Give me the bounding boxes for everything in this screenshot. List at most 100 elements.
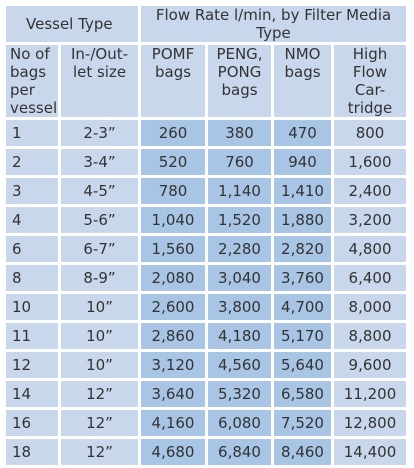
column-header-inlet-size: In-/Out- let size [58,45,139,120]
inlet-size-cell: 4-5” [58,178,139,207]
header-line: PONG [217,63,262,81]
high-flow-cell: 2,400 [331,178,407,207]
header-line: per [10,81,35,99]
bags-per-vessel-cell: 12 [6,352,58,381]
high-flow-cell: 1,600 [331,149,407,178]
bags-per-vessel-cell: 8 [6,265,58,294]
header-line: NMO [284,45,321,63]
table-row: 12 10” 3,120 4,560 5,640 9,600 [6,352,407,381]
peng-pong-cell: 2,280 [205,236,272,265]
pomf-cell: 3,640 [138,381,206,410]
high-flow-cell: 800 [331,120,407,149]
bags-per-vessel-cell: 10 [6,294,58,323]
header-line: No of [10,45,50,63]
header-line: In-/Out- [71,45,129,63]
table-row: 10 10” 2,600 3,800 4,700 8,000 [6,294,407,323]
inlet-size-cell: 10” [58,323,139,352]
peng-pong-cell: 5,320 [205,381,272,410]
high-flow-cell: 11,200 [331,381,407,410]
header-line: vessel [10,99,58,117]
column-header-pomf: POMF bags [138,45,206,120]
bags-per-vessel-cell: 1 [6,120,58,149]
header-line: bags [154,63,192,81]
pomf-cell: 1,560 [138,236,206,265]
table-row: 3 4-5” 780 1,140 1,410 2,400 [6,178,407,207]
table-row: 6 6-7” 1,560 2,280 2,820 4,800 [6,236,407,265]
nmo-cell: 7,520 [271,410,332,439]
inlet-size-cell: 3-4” [58,149,139,178]
column-header-bags-per-vessel: No of bags per vessel [6,45,58,120]
table-row: 2 3-4” 520 760 940 1,600 [6,149,407,178]
header-line: let size [72,63,127,81]
nmo-cell: 470 [271,120,332,149]
column-header-nmo: NMO bags [271,45,332,120]
bags-per-vessel-cell: 18 [6,439,58,468]
table-row: 18 12” 4,680 6,840 8,460 14,400 [6,439,407,468]
peng-pong-cell: 3,040 [205,265,272,294]
peng-pong-cell: 760 [205,149,272,178]
pomf-cell: 3,120 [138,352,206,381]
table-row: 16 12” 4,160 6,080 7,520 12,800 [6,410,407,439]
header-line: High [352,45,388,63]
inlet-size-cell: 10” [58,294,139,323]
pomf-cell: 780 [138,178,206,207]
high-flow-cell: 6,400 [331,265,407,294]
nmo-cell: 1,880 [271,207,332,236]
nmo-cell: 3,760 [271,265,332,294]
header-line: Car- [354,81,386,99]
peng-pong-cell: 6,840 [205,439,272,468]
header-line: Flow [352,63,388,81]
peng-pong-cell: 6,080 [205,410,272,439]
pomf-cell: 4,160 [138,410,206,439]
super-header-row: Vessel Type Flow Rate l/min, by Filter M… [6,6,407,45]
bags-per-vessel-cell: 4 [6,207,58,236]
nmo-cell: 6,580 [271,381,332,410]
bags-per-vessel-cell: 6 [6,236,58,265]
pomf-cell: 520 [138,149,206,178]
flow-rate-table: Vessel Type Flow Rate l/min, by Filter M… [6,6,407,468]
bags-per-vessel-cell: 11 [6,323,58,352]
nmo-cell: 940 [271,149,332,178]
high-flow-cell: 8,800 [331,323,407,352]
header-line: bags [284,63,321,81]
pomf-cell: 2,860 [138,323,206,352]
column-header-row: No of bags per vessel In-/Out- let size … [6,45,407,120]
header-line: bags [221,81,258,99]
header-line: PENG, [216,45,263,63]
nmo-cell: 8,460 [271,439,332,468]
table-row: 1 2-3” 260 380 470 800 [6,120,407,149]
inlet-size-cell: 8-9” [58,265,139,294]
header-line: bags [10,63,47,81]
column-header-peng-pong: PENG, PONG bags [205,45,272,120]
bags-per-vessel-cell: 3 [6,178,58,207]
pomf-cell: 4,680 [138,439,206,468]
pomf-cell: 1,040 [138,207,206,236]
header-line: POMF [151,45,195,63]
pomf-cell: 2,080 [138,265,206,294]
nmo-cell: 4,700 [271,294,332,323]
inlet-size-cell: 10” [58,352,139,381]
inlet-size-cell: 6-7” [58,236,139,265]
high-flow-cell: 9,600 [331,352,407,381]
inlet-size-cell: 2-3” [58,120,139,149]
high-flow-cell: 4,800 [331,236,407,265]
high-flow-cell: 3,200 [331,207,407,236]
nmo-cell: 1,410 [271,178,332,207]
inlet-size-cell: 5-6” [58,207,139,236]
vessel-type-header: Vessel Type [6,6,139,45]
nmo-cell: 5,170 [271,323,332,352]
inlet-size-cell: 12” [58,439,139,468]
high-flow-cell: 14,400 [331,439,407,468]
pomf-cell: 2,600 [138,294,206,323]
nmo-cell: 2,820 [271,236,332,265]
peng-pong-cell: 4,560 [205,352,272,381]
peng-pong-cell: 380 [205,120,272,149]
table-body: 1 2-3” 260 380 470 800 2 3-4” 520 760 940 1,600 3 4-5… [6,120,407,468]
peng-pong-cell: 4,180 [205,323,272,352]
peng-pong-cell: 1,140 [205,178,272,207]
inlet-size-cell: 12” [58,410,139,439]
table-row: 14 12” 3,640 5,320 6,580 11,200 [6,381,407,410]
bags-per-vessel-cell: 2 [6,149,58,178]
bags-per-vessel-cell: 14 [6,381,58,410]
peng-pong-cell: 1,520 [205,207,272,236]
